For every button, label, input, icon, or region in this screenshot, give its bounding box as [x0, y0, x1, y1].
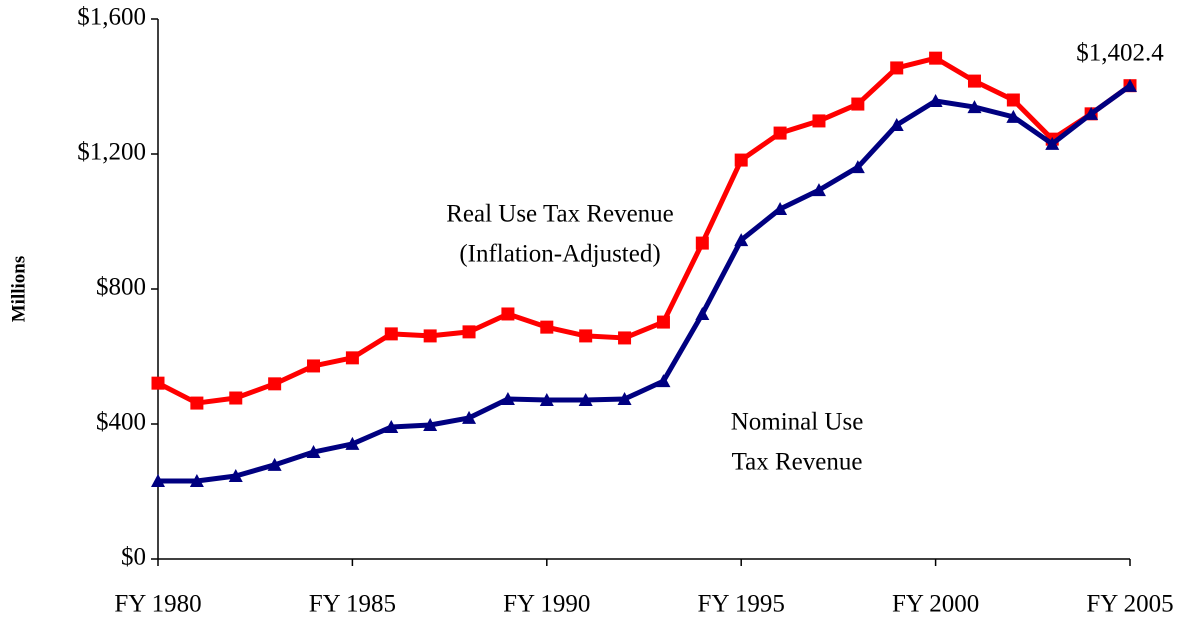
marker — [811, 183, 826, 197]
marker — [967, 74, 981, 88]
marker — [345, 436, 360, 450]
marker — [540, 320, 554, 334]
series-label: Real Use Tax Revenue — [446, 201, 674, 228]
y-tick-label: $0 — [121, 544, 146, 571]
y-tick-label: $400 — [96, 409, 146, 436]
marker — [307, 359, 321, 373]
x-tick-label: FY 1995 — [698, 591, 785, 618]
marker — [890, 61, 904, 75]
marker — [618, 331, 632, 345]
marker — [656, 374, 671, 388]
y-tick-label: $1,200 — [77, 139, 146, 166]
data-label: $1,402.4 — [1076, 39, 1164, 66]
x-tick-label: FY 1990 — [503, 591, 590, 618]
marker — [695, 236, 709, 250]
marker — [773, 202, 788, 216]
marker — [500, 392, 515, 406]
marker — [501, 307, 515, 321]
marker — [850, 160, 865, 174]
marker — [268, 377, 282, 391]
series-label: (Inflation-Adjusted) — [459, 241, 660, 268]
marker — [151, 376, 165, 390]
marker — [1123, 78, 1137, 92]
marker — [734, 233, 749, 247]
marker — [190, 396, 204, 410]
marker — [617, 392, 632, 406]
marker — [695, 306, 710, 320]
y-axis-label: Millions — [8, 256, 29, 323]
marker — [773, 126, 787, 140]
marker — [384, 420, 399, 434]
marker — [851, 97, 865, 111]
marker — [229, 391, 243, 405]
marker — [189, 474, 204, 488]
marker — [423, 329, 437, 343]
marker — [656, 315, 670, 329]
marker — [929, 51, 943, 65]
marker — [1006, 109, 1021, 123]
x-tick-label: FY 1980 — [114, 591, 201, 618]
marker — [306, 445, 321, 459]
marker — [462, 325, 476, 339]
y-tick-label: $1,600 — [77, 4, 146, 31]
marker — [539, 393, 554, 407]
marker — [1006, 93, 1020, 107]
marker — [579, 329, 593, 343]
marker — [345, 351, 359, 365]
marker — [462, 410, 477, 424]
y-tick-label: $800 — [96, 274, 146, 301]
marker — [578, 393, 593, 407]
series-label: Nominal Use — [731, 409, 864, 436]
series-line — [158, 83, 1132, 484]
marker — [151, 474, 165, 488]
x-tick-label: FY 1985 — [309, 591, 396, 618]
x-tick-label: FY 2000 — [892, 591, 979, 618]
marker — [423, 418, 438, 432]
x-tick-label: FY 2005 — [1086, 591, 1173, 618]
marker — [228, 468, 243, 482]
marker — [889, 117, 904, 131]
marker — [734, 153, 748, 167]
marker — [1084, 106, 1099, 120]
series-label: Tax Revenue — [732, 449, 863, 476]
marker — [1045, 136, 1060, 150]
marker — [812, 114, 826, 128]
marker — [928, 94, 943, 108]
marker — [267, 457, 282, 471]
marker — [967, 100, 982, 114]
marker — [384, 327, 398, 341]
